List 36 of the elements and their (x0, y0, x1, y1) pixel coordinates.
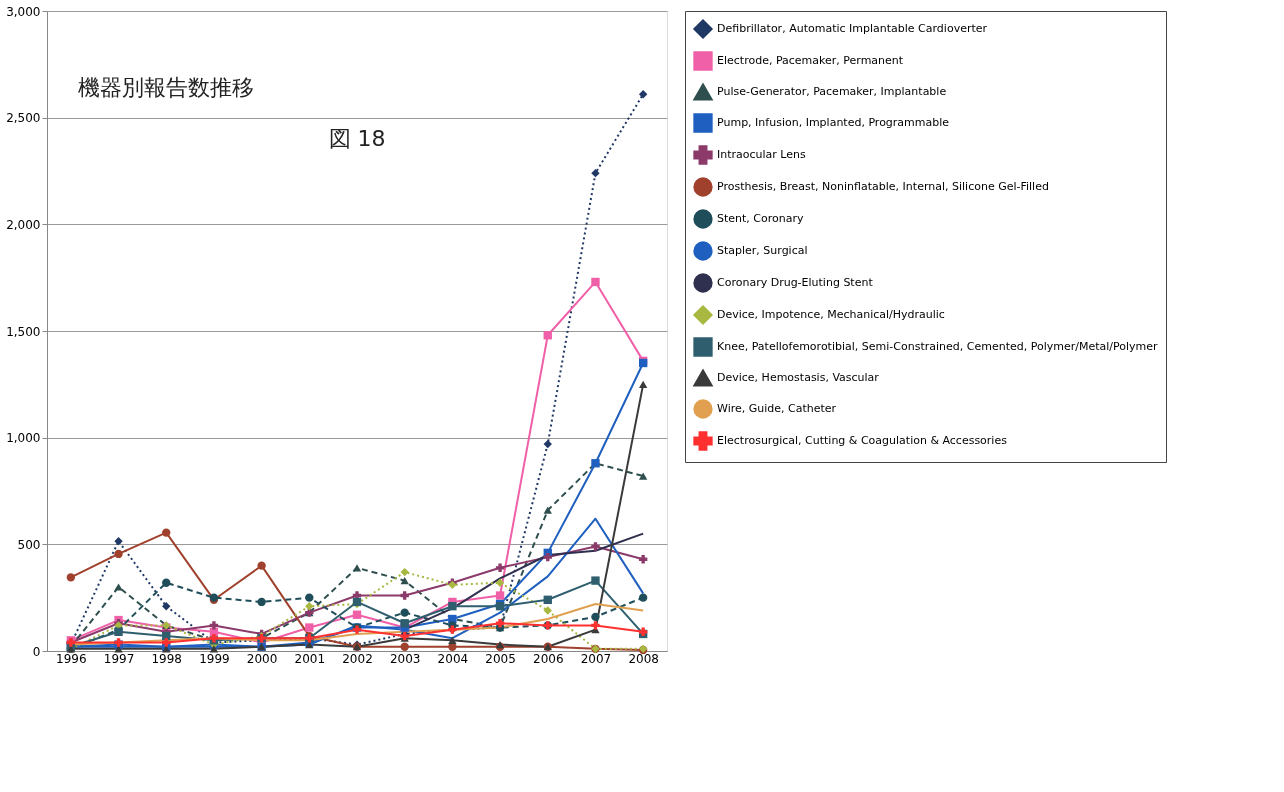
y-tick-label: 500 (17, 537, 41, 552)
x-tick-label: 2004 (437, 651, 469, 666)
x-tick-label: 2006 (533, 651, 564, 666)
y-tick-label: 1,500 (6, 324, 41, 339)
legend-label: Stapler, Surgical (717, 244, 808, 257)
y-tick-label: 0 (32, 644, 41, 659)
legend-label: Stent, Coronary (717, 212, 804, 225)
legend-label: Device, Hemostasis, Vascular (717, 371, 880, 384)
legend-label: Pulse-Generator, Pacemaker, Implantable (717, 85, 947, 98)
text: 機器別報告数推移 (78, 74, 255, 100)
x-tick-label: 2001 (294, 651, 326, 666)
legend-label: Electrode, Pacemaker, Permanent (717, 54, 904, 67)
legend-label: Intraocular Lens (717, 148, 807, 161)
x-tick-label: 2005 (485, 651, 516, 666)
legend-label: Knee, Patellofemorotibial, Semi-Constrained, Cemented, Polymer/Metal/Polymer (717, 340, 1159, 353)
x-tick-label: 1997 (103, 651, 135, 666)
y-tick-label: 3,000 (6, 4, 41, 19)
legend-label: Pump, Infusion, Implanted, Programmable (717, 116, 950, 129)
x-tick-label: 2003 (389, 651, 421, 666)
legend-label: Prosthesis, Breast, Noninflatable, Internal, Silicone Gel-Filled (717, 180, 1049, 193)
legend-label: Electrosurgical, Cutting & Coagulation & Accessories (717, 434, 1008, 447)
x-tick-label: 1998 (151, 651, 182, 666)
x-tick-label: 2008 (628, 651, 659, 666)
legend-label: Defibrillator, Automatic Implantable Cardioverter (717, 22, 988, 35)
x-tick-label: 1999 (199, 651, 230, 666)
x-tick-label: 1996 (56, 651, 87, 666)
x-tick-label: 2000 (246, 651, 278, 666)
annotation: 図 18 (328, 126, 386, 151)
x-tick-label: 2002 (342, 651, 373, 666)
legend-label: Device, Impotence, Mechanical/Hydraulic (717, 308, 945, 321)
y-tick-label: 1,000 (6, 431, 41, 446)
legend-label: Coronary Drug-Eluting Stent (717, 276, 874, 289)
legend-label: Wire, Guide, Catheter (717, 402, 837, 415)
x-tick-label: 2007 (580, 651, 612, 666)
y-tick-label: 2,000 (6, 217, 41, 232)
y-tick-label: 2,500 (6, 111, 41, 126)
